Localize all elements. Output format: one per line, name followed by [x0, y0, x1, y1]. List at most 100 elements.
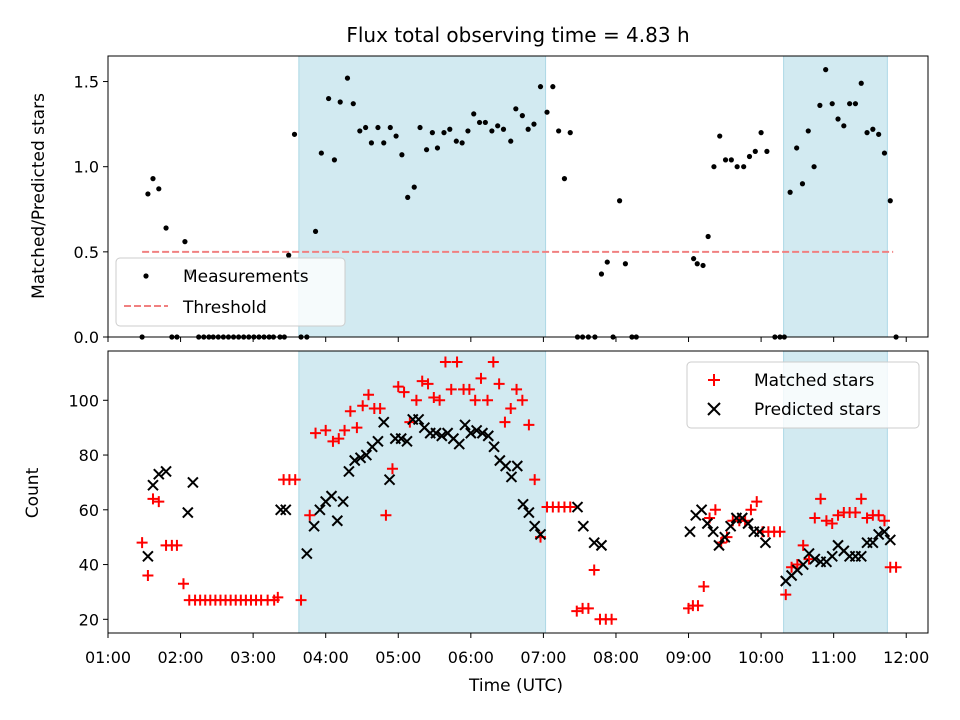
measurement-point — [870, 126, 876, 132]
predicted-star-point — [360, 449, 373, 461]
y-tick-label: 60 — [79, 501, 99, 520]
measurement-point — [722, 157, 729, 163]
measurement-point — [852, 101, 859, 107]
x-tick-label: 07:00 — [520, 648, 566, 667]
measurement-point — [604, 259, 610, 265]
measurement-point — [337, 99, 343, 105]
predicted-star-point — [724, 520, 737, 532]
predicted-star-point — [753, 525, 766, 538]
measurement-point — [700, 262, 706, 269]
matched-star-point — [374, 402, 386, 414]
measurement-point — [519, 113, 525, 119]
matched-star-point — [803, 553, 815, 565]
measurement-point — [423, 147, 430, 153]
legend-matched-label: Matched stars — [754, 371, 874, 391]
count-panel: 20 40 60 80 100 01:00 02:00 03:00 04:00 05:00 06:… — [23, 350, 929, 696]
x-tick-label: 05:00 — [375, 648, 421, 667]
measurement-point — [887, 198, 893, 204]
matched-star-point — [511, 383, 523, 395]
measurement-point — [799, 181, 806, 187]
measurement-point — [556, 128, 562, 134]
ratio-panel: 0.0 0.5 1.0 1.5 Matched/Predicted stars Mea… — [29, 55, 929, 347]
matched-star-point — [505, 402, 517, 414]
measurement-point — [841, 123, 847, 129]
predicted-star-point — [453, 438, 465, 450]
predicted-star-point — [759, 536, 772, 549]
predicted-star-point — [701, 517, 714, 530]
y-tick-label: 1.0 — [74, 158, 99, 177]
measurement-point — [829, 101, 835, 107]
x-tick-label: 02:00 — [158, 648, 204, 667]
matched-star-point — [855, 493, 867, 505]
measurement-point — [746, 153, 753, 160]
measurement-point — [465, 128, 471, 134]
y-tick-label: 40 — [79, 556, 99, 575]
measurement-point — [717, 133, 723, 139]
matched-star-point — [571, 605, 583, 617]
measurement-point — [357, 128, 363, 134]
count-legend: Matched stars Predicted stars — [686, 361, 920, 429]
measurement-point — [805, 128, 811, 134]
measurement-point — [434, 145, 441, 151]
measurement-point — [858, 80, 864, 86]
matched-star-point — [434, 394, 446, 406]
figure-title: Flux total observing time = 4.83 h — [346, 23, 689, 47]
measurement-point — [387, 124, 393, 131]
matched-star-point — [745, 504, 757, 516]
predicted-star-point — [470, 424, 483, 437]
measurement-point — [864, 130, 870, 136]
measurement-point — [482, 119, 488, 126]
predicted-star-point — [383, 473, 396, 486]
measurement-point — [476, 119, 483, 126]
matched-star-point — [499, 416, 511, 428]
matched-star-point — [809, 512, 821, 524]
matched-star-point — [451, 356, 463, 368]
legend-threshold-label: Threshold — [182, 298, 267, 318]
measurement-point — [344, 75, 351, 81]
predicted-star-point — [855, 550, 867, 563]
predicted-star-point — [436, 430, 448, 442]
matched-star-point — [832, 509, 844, 521]
predicted-star-point — [349, 454, 361, 467]
measurement-point — [823, 67, 829, 73]
matched-star-point — [153, 496, 165, 508]
matched-star-point — [333, 433, 345, 445]
measurement-point — [513, 106, 519, 112]
measurement-point — [156, 186, 162, 192]
x-tick-label: 03:00 — [230, 648, 276, 667]
observing-window-shade — [783, 55, 888, 338]
matched-star-point — [878, 515, 890, 527]
legend-predicted-marker — [707, 402, 721, 416]
matched-star-point — [289, 474, 301, 486]
predicted-star-point — [301, 547, 313, 560]
observing-windows — [298, 55, 888, 338]
measurement-point — [817, 102, 823, 108]
measurement-point — [567, 130, 573, 136]
measurement-point — [363, 124, 369, 131]
measurement-point — [531, 121, 537, 127]
matched-star-point — [304, 509, 316, 521]
matched-star-point — [327, 435, 339, 447]
predicted-star-point — [878, 525, 891, 538]
x-tick-label: 08:00 — [593, 648, 639, 667]
count-y-axis: 20 40 60 80 100 — [68, 391, 108, 629]
matched-star-point — [582, 602, 594, 614]
count-x-axis: 01:00 02:00 03:00 04:00 05:00 06:00 07:00 08:00… — [85, 633, 929, 667]
measurement-point — [350, 101, 356, 107]
matched-star-point — [709, 504, 721, 516]
x-tick-label: 10:00 — [738, 648, 784, 667]
matched-star-point — [820, 515, 832, 527]
x-tick-label: 12:00 — [883, 648, 929, 667]
matched-star-point — [469, 394, 481, 406]
x-tick-label: 11:00 — [811, 648, 857, 667]
y-tick-label: 100 — [68, 391, 99, 410]
predicted-star-point — [588, 536, 600, 549]
matched-star-point — [445, 383, 457, 395]
matched-star-point — [428, 392, 440, 404]
predicted-star-point — [809, 553, 821, 565]
measurement-point — [459, 140, 465, 146]
matched-star-point — [751, 496, 763, 508]
predicted-star-point — [401, 435, 413, 448]
measurement-point — [752, 148, 758, 154]
